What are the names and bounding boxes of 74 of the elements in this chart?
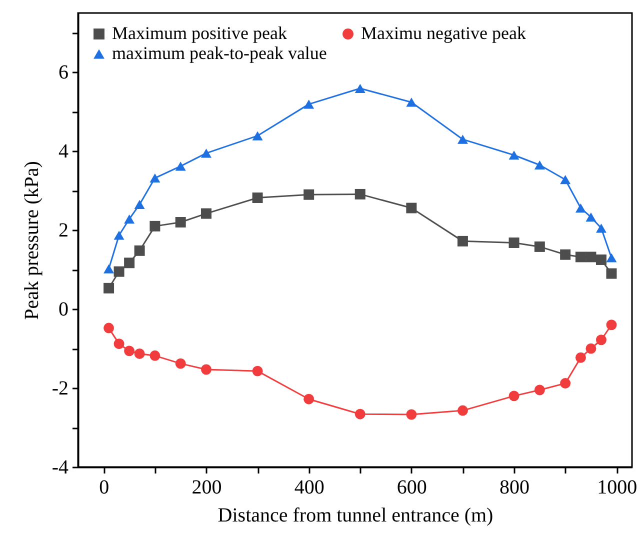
y-tick-label: 4 — [58, 140, 68, 163]
point — [150, 173, 160, 183]
y-axis-title: Peak pressure (kPa) — [20, 161, 43, 320]
point — [104, 264, 114, 274]
point — [354, 408, 366, 420]
point — [124, 346, 135, 356]
point — [134, 200, 145, 210]
point — [175, 358, 186, 369]
point — [560, 249, 571, 260]
point — [457, 236, 468, 246]
point — [304, 100, 314, 109]
point — [114, 338, 124, 350]
point — [596, 254, 606, 265]
point — [586, 212, 596, 222]
x-tick-label: 200 — [192, 476, 222, 498]
point — [200, 148, 212, 158]
x-tick-label: 800 — [500, 476, 530, 498]
point — [575, 352, 586, 363]
point — [304, 394, 314, 404]
point — [150, 220, 160, 232]
x-tick-label: 1000 — [597, 476, 638, 498]
point — [586, 343, 596, 354]
y-tick-label: 6 — [58, 62, 68, 84]
point — [534, 384, 545, 396]
point — [200, 208, 212, 219]
point — [200, 364, 212, 375]
point — [175, 216, 186, 228]
point — [124, 258, 135, 268]
point — [575, 203, 586, 213]
point — [175, 162, 186, 171]
y-tick-label: 0 — [58, 298, 68, 321]
point — [457, 134, 468, 144]
point — [406, 202, 417, 214]
point — [575, 252, 586, 262]
point — [114, 230, 124, 240]
y-tick-label: -4 — [52, 456, 68, 478]
point — [406, 98, 417, 107]
point — [508, 390, 520, 402]
x-axis-title: Distance from tunnel entrance (m) — [218, 504, 494, 526]
point — [150, 350, 160, 361]
y-tick-label: 2 — [58, 220, 68, 242]
point — [508, 238, 520, 248]
point — [104, 282, 114, 294]
point — [134, 348, 145, 359]
x-tick-label: 0 — [99, 476, 110, 498]
point — [508, 150, 520, 160]
point — [457, 405, 468, 416]
point — [104, 322, 114, 334]
y-tick-label: -2 — [52, 378, 68, 400]
point — [124, 214, 135, 224]
point — [534, 241, 545, 252]
legend-label: Maximu negative peak — [361, 23, 526, 43]
point — [534, 160, 545, 170]
point — [596, 334, 606, 346]
point — [114, 266, 124, 277]
point — [586, 252, 596, 262]
legend-label: maximum peak-to-peak value — [112, 43, 327, 63]
point — [252, 366, 263, 376]
point — [354, 84, 366, 93]
x-tick-label: 400 — [294, 476, 324, 498]
point — [606, 253, 617, 262]
legend-label: Maximum positive peak — [112, 23, 287, 43]
point — [596, 224, 606, 233]
point — [354, 188, 366, 200]
point — [304, 189, 314, 200]
point — [606, 320, 617, 330]
point — [406, 409, 417, 420]
point — [134, 245, 145, 256]
point — [560, 378, 571, 389]
point — [252, 131, 263, 140]
point — [606, 268, 617, 279]
point — [560, 175, 571, 184]
point — [252, 192, 263, 203]
x-tick-label: 600 — [396, 476, 427, 498]
